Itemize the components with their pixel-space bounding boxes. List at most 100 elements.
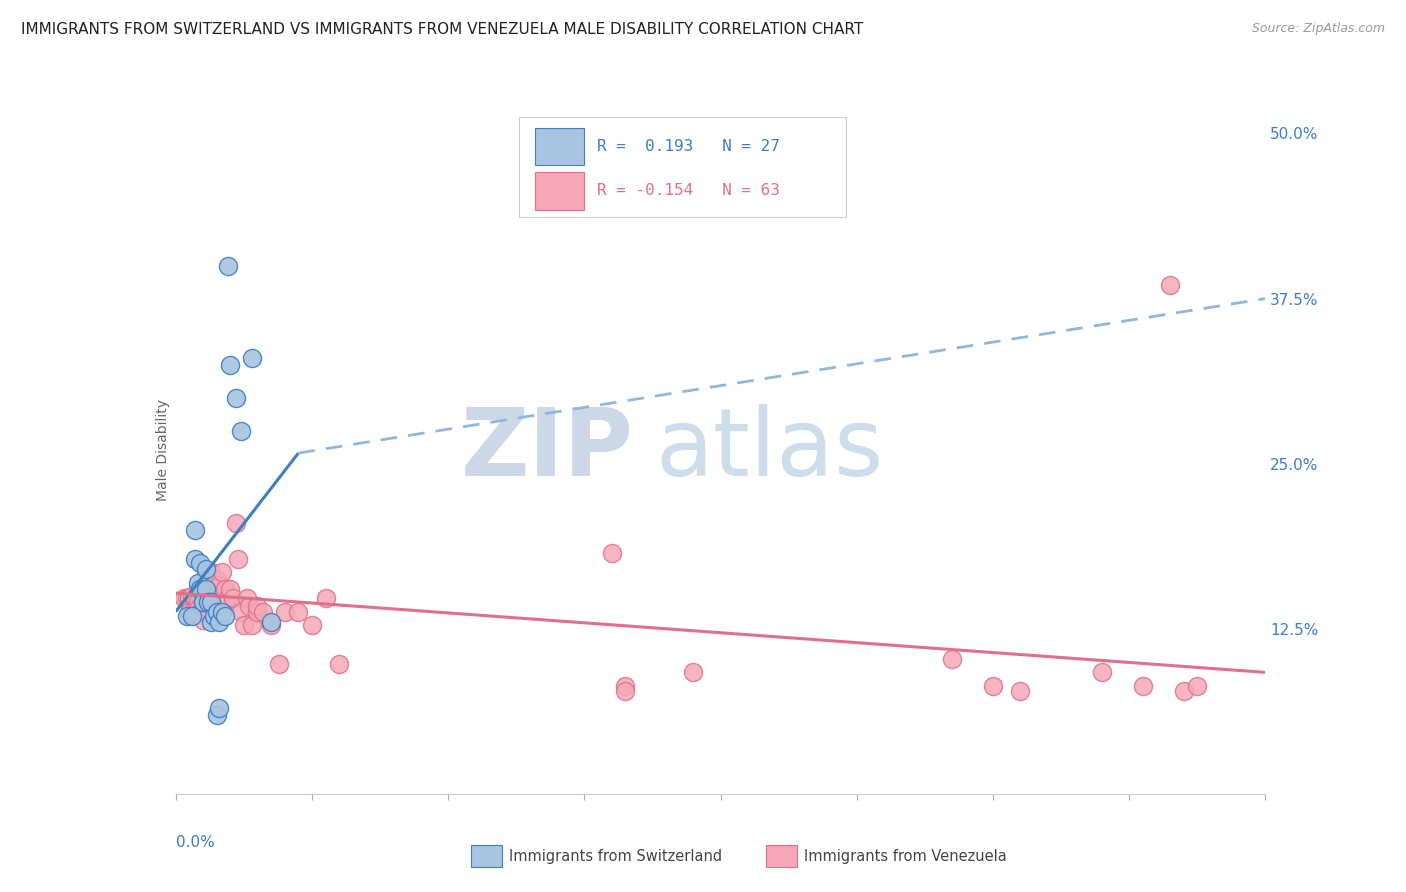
Point [205, 707, 228, 722]
Text: Immigrants from Venezuela: Immigrants from Venezuela [804, 849, 1007, 863]
Point [194, 582, 217, 596]
Point [981, 679, 1004, 693]
Point [208, 578, 231, 592]
Point [614, 679, 637, 693]
Point [191, 613, 214, 627]
Text: R =  0.193   N = 27: R = 0.193 N = 27 [598, 138, 780, 153]
Point [287, 605, 309, 619]
Point [181, 608, 204, 623]
Point [176, 608, 198, 623]
Point [186, 595, 209, 609]
Point [1132, 679, 1154, 693]
Point [184, 551, 207, 566]
Point [214, 595, 236, 609]
Point [246, 599, 269, 614]
Point [225, 391, 247, 405]
Point [269, 657, 291, 672]
Point [238, 599, 260, 614]
Point [179, 605, 201, 619]
FancyBboxPatch shape [536, 128, 585, 165]
Point [205, 605, 228, 619]
Point [211, 565, 233, 579]
Point [208, 701, 231, 715]
Point [1187, 679, 1209, 693]
Point [315, 591, 337, 606]
Point [231, 424, 253, 438]
Point [184, 591, 207, 606]
Point [600, 546, 623, 561]
Point [186, 582, 209, 596]
Point [217, 259, 239, 273]
Point [219, 582, 242, 596]
Point [246, 605, 269, 619]
Point [274, 605, 297, 619]
Point [301, 617, 323, 632]
Text: ZIP: ZIP [461, 404, 633, 497]
Point [208, 591, 231, 606]
Point [214, 608, 236, 623]
Point [191, 595, 214, 609]
Point [235, 591, 257, 606]
Point [194, 595, 217, 609]
Point [818, 153, 841, 167]
Point [179, 591, 201, 606]
Point [217, 591, 239, 606]
Point [197, 582, 219, 596]
Point [176, 591, 198, 606]
Point [200, 578, 222, 592]
Point [197, 565, 219, 579]
Point [194, 565, 217, 579]
Point [181, 589, 204, 603]
Point [194, 562, 217, 576]
Point [328, 657, 350, 672]
Point [214, 582, 236, 596]
Y-axis label: Male Disability: Male Disability [156, 400, 170, 501]
Point [228, 551, 250, 566]
Point [252, 605, 274, 619]
Text: atlas: atlas [655, 404, 883, 497]
Point [225, 516, 247, 530]
Point [186, 575, 209, 590]
Point [194, 578, 217, 592]
Point [240, 617, 263, 632]
Point [202, 608, 225, 623]
Point [1173, 683, 1195, 698]
Text: IMMIGRANTS FROM SWITZERLAND VS IMMIGRANTS FROM VENEZUELA MALE DISABILITY CORRELA: IMMIGRANTS FROM SWITZERLAND VS IMMIGRANT… [21, 22, 863, 37]
Point [1159, 278, 1181, 293]
Point [184, 602, 207, 616]
Point [211, 605, 233, 619]
Point [240, 351, 263, 365]
Point [682, 665, 704, 680]
Point [232, 617, 254, 632]
FancyBboxPatch shape [519, 118, 846, 217]
Point [260, 615, 283, 630]
Point [173, 591, 195, 606]
Point [205, 599, 228, 614]
Text: 0.0%: 0.0% [176, 835, 215, 850]
Point [208, 615, 231, 630]
Point [191, 578, 214, 592]
Point [1010, 683, 1032, 698]
Point [184, 523, 207, 537]
Point [614, 683, 637, 698]
Point [186, 602, 209, 616]
Point [260, 617, 283, 632]
Point [200, 565, 222, 579]
Point [197, 595, 219, 609]
Point [222, 591, 245, 606]
Point [205, 573, 228, 587]
Point [202, 591, 225, 606]
Point [200, 615, 222, 630]
Point [191, 595, 214, 609]
Point [202, 578, 225, 592]
FancyBboxPatch shape [536, 172, 585, 211]
Point [941, 652, 963, 666]
Point [200, 595, 222, 609]
Point [188, 582, 211, 596]
Point [188, 605, 211, 619]
Text: Source: ZipAtlas.com: Source: ZipAtlas.com [1251, 22, 1385, 36]
Text: R = -0.154   N = 63: R = -0.154 N = 63 [598, 184, 780, 198]
Text: Immigrants from Switzerland: Immigrants from Switzerland [509, 849, 723, 863]
Point [231, 605, 253, 619]
Point [188, 582, 211, 596]
